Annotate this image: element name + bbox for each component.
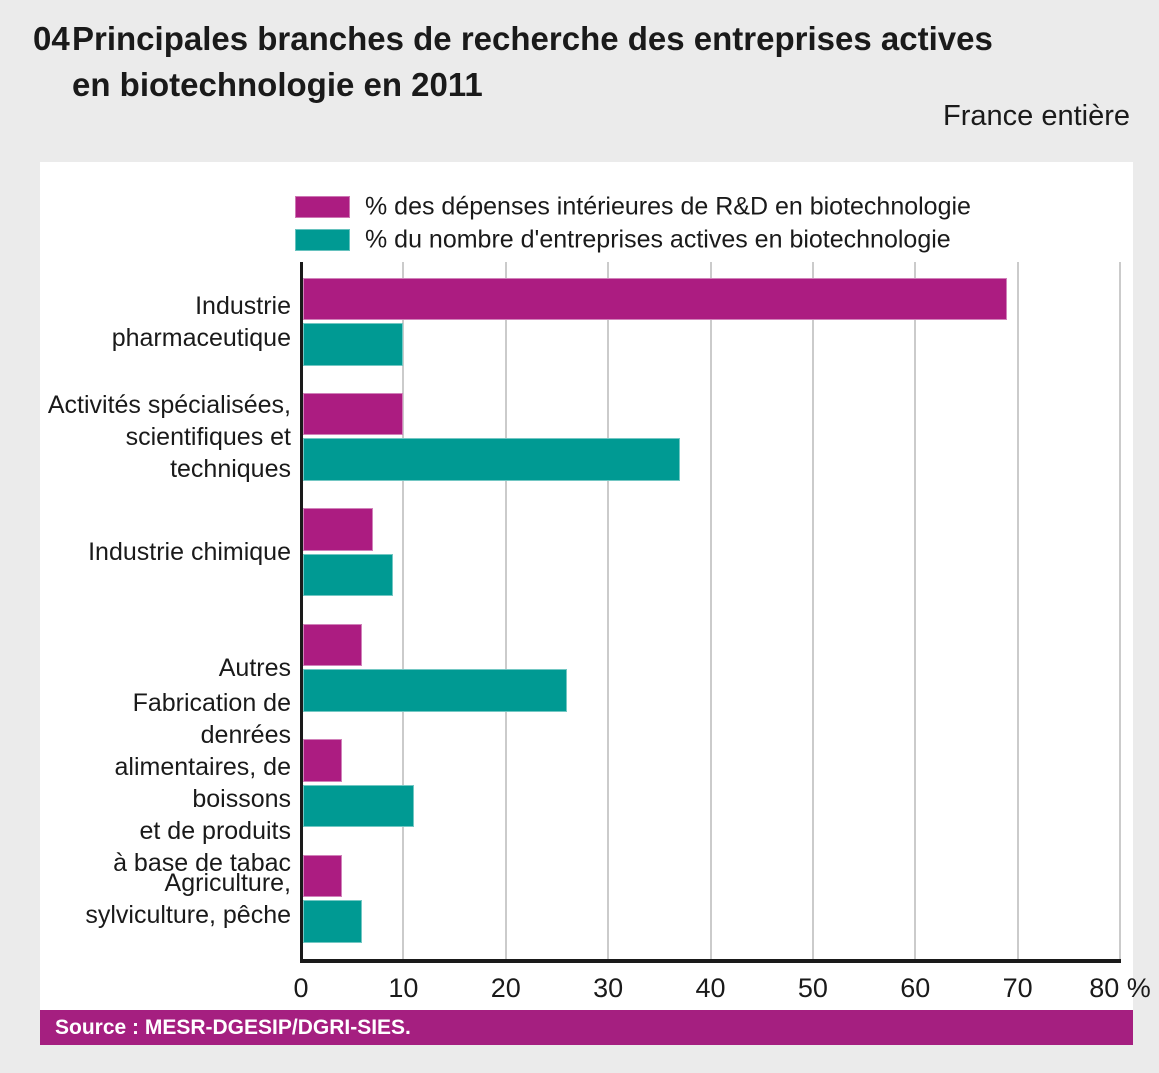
gridline xyxy=(709,262,712,959)
figure-title-line2: en biotechnologie en 2011 xyxy=(72,66,483,103)
legend-swatch-icon xyxy=(295,196,350,218)
legend-item-label: % des dépenses intérieures de R&D en bio… xyxy=(365,192,971,221)
category-label: Industrie pharmaceutique xyxy=(111,291,291,352)
gridline xyxy=(914,262,917,959)
category-label: Autres xyxy=(218,653,291,682)
bar-active-companies xyxy=(302,900,363,943)
category-label: Activités spécialisées, scientifiques et… xyxy=(47,390,291,483)
chart-panel: % des dépenses intérieures de R&D en bio… xyxy=(40,162,1151,1045)
bar-active-companies xyxy=(302,553,394,597)
figure-number: 04 xyxy=(33,20,70,57)
source-bar: Source : MESR-DGESIP/DGRI-SIES. xyxy=(40,1010,1133,1045)
figure-title: Principales branches de recherche des en… xyxy=(72,16,993,108)
x-tick-label: 0 xyxy=(293,973,309,1003)
category-label: Fabrication de denrées alimentaires, de … xyxy=(113,689,291,878)
x-tick-label: 80 % xyxy=(1089,973,1151,1003)
x-tick-label: 60 xyxy=(900,973,931,1003)
gridline xyxy=(504,262,507,959)
legend-swatch-icon xyxy=(295,229,350,251)
source-text: Source : MESR-DGESIP/DGRI-SIES. xyxy=(55,1015,411,1039)
gridline xyxy=(1119,262,1121,959)
bar-active-companies xyxy=(302,323,404,366)
gridline xyxy=(402,262,405,959)
x-tick-label: 50 xyxy=(797,973,828,1003)
bar-active-companies xyxy=(302,669,568,712)
figure-title-line1: Principales branches de recherche des en… xyxy=(72,20,993,57)
bar-rd-expenses xyxy=(302,508,373,551)
category-label: Industrie chimique xyxy=(88,538,291,567)
region-label: France entière xyxy=(943,100,1130,132)
gridline xyxy=(607,262,610,959)
gridline xyxy=(1016,262,1019,959)
x-tick-label: 40 xyxy=(695,973,726,1003)
bar-rd-expenses xyxy=(302,739,342,782)
bar-rd-expenses xyxy=(302,392,404,436)
bar-rd-expenses xyxy=(302,277,1008,320)
x-axis-line xyxy=(299,959,1121,963)
bar-rd-expenses xyxy=(302,854,342,897)
x-tick-label: 20 xyxy=(490,973,521,1003)
legend-item: % du nombre d'entreprises actives en bio… xyxy=(295,226,995,254)
bar-rd-expenses xyxy=(302,623,363,667)
bar-active-companies xyxy=(302,784,414,828)
legend-item-label: % du nombre d'entreprises actives en bio… xyxy=(365,225,951,254)
category-label: Agriculture, sylviculture, pêche xyxy=(85,868,291,929)
x-tick-label: 30 xyxy=(593,973,624,1003)
bar-active-companies xyxy=(302,438,680,481)
x-tick-label: 70 xyxy=(1002,973,1033,1003)
y-axis-line xyxy=(299,262,303,963)
gridline xyxy=(811,262,814,959)
x-tick-label: 10 xyxy=(388,973,419,1003)
legend-item: % des dépenses intérieures de R&D en bio… xyxy=(295,193,995,221)
